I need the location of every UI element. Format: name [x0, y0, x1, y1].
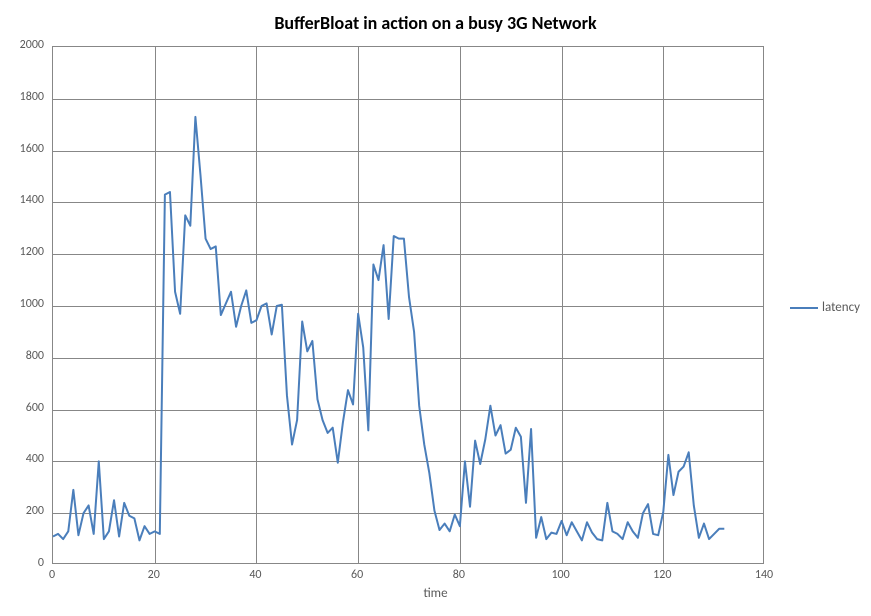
x-tick-label: 0 — [49, 568, 55, 582]
x-tick-label: 20 — [148, 568, 160, 582]
x-tick-label: 60 — [351, 568, 363, 582]
line-layer — [53, 47, 765, 565]
chart-title: BufferBloat in action on a busy 3G Netwo… — [0, 12, 871, 34]
x-tick-label: 100 — [551, 568, 569, 582]
y-tick-label: 1200 — [0, 245, 44, 259]
y-tick-label: 600 — [0, 401, 44, 415]
x-tick-label: 140 — [755, 568, 773, 582]
y-tick-label: 0 — [0, 556, 44, 570]
x-tick-label: 40 — [249, 568, 261, 582]
y-tick-label: 2000 — [0, 38, 44, 52]
legend-swatch — [790, 307, 818, 309]
plot-area — [52, 46, 764, 564]
y-tick-label: 1800 — [0, 90, 44, 104]
legend: latency — [790, 300, 860, 315]
chart-container: BufferBloat in action on a busy 3G Netwo… — [0, 0, 871, 616]
x-tick-label: 80 — [453, 568, 465, 582]
legend-label: latency — [822, 300, 860, 315]
y-tick-label: 1600 — [0, 142, 44, 156]
y-tick-label: 1000 — [0, 297, 44, 311]
y-tick-label: 400 — [0, 452, 44, 466]
x-tick-label: 120 — [653, 568, 671, 582]
y-tick-label: 1400 — [0, 193, 44, 207]
y-tick-label: 800 — [0, 349, 44, 363]
series-line-latency — [53, 117, 724, 540]
y-tick-label: 200 — [0, 504, 44, 518]
x-axis-label: time — [0, 586, 871, 601]
